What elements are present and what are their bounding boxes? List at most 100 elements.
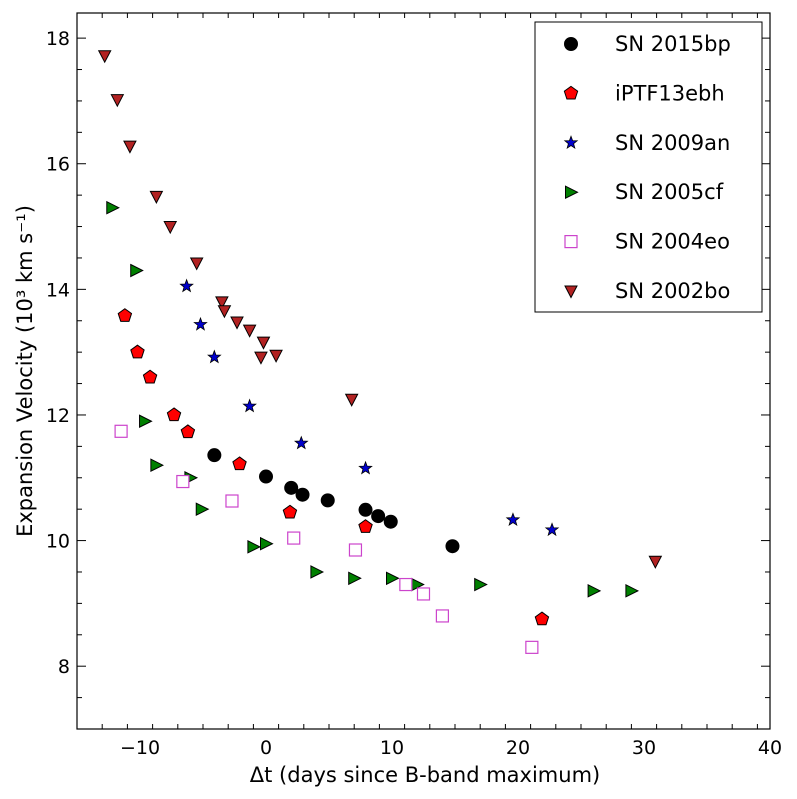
data-point	[416, 587, 431, 601]
legend-marker	[565, 185, 579, 200]
data-point	[295, 487, 310, 502]
data-point	[534, 611, 550, 626]
legend-item: iPTF13ebh	[563, 81, 725, 105]
plot-frame	[76, 12, 771, 730]
data-point	[117, 308, 133, 322]
data-point	[166, 407, 182, 422]
series-iptf13ebh	[117, 308, 550, 626]
x-tick-label: 20	[506, 737, 530, 759]
legend-marker	[564, 285, 578, 299]
legend-label: SN 2002bo	[615, 279, 730, 303]
legend-label: iPTF13ebh	[615, 81, 725, 105]
data-point	[348, 571, 362, 586]
data-point	[193, 316, 208, 331]
data-point	[293, 435, 309, 450]
y-tick-label: 14	[46, 279, 70, 301]
data-point	[625, 584, 640, 598]
legend-label: SN 2015bp	[615, 32, 731, 56]
data-point	[110, 94, 125, 108]
data-point	[207, 448, 222, 463]
data-point	[180, 424, 196, 439]
data-point	[348, 543, 363, 557]
x-tick-label: 10	[380, 737, 404, 759]
data-point	[139, 414, 153, 429]
data-point	[230, 316, 244, 330]
legend-box	[534, 21, 763, 313]
data-point	[247, 540, 262, 554]
series-sn-2015bp	[207, 448, 460, 554]
data-point	[344, 393, 359, 407]
x-tick-label: 0	[260, 737, 272, 759]
data-point	[386, 571, 400, 586]
data-point	[232, 456, 247, 471]
legend-label: SN 2004eo	[615, 230, 730, 254]
legend-marker	[564, 37, 578, 51]
data-point	[310, 565, 325, 579]
y-axis-title-text: Expansion Velocity (10³ km s⁻¹)	[13, 205, 37, 537]
data-point	[260, 536, 274, 551]
x-tick-label: 40	[758, 737, 782, 759]
y-tick-label: 12	[46, 405, 70, 427]
data-point	[189, 257, 204, 271]
data-point	[256, 336, 271, 350]
x-tick-label: 30	[632, 737, 656, 759]
data-point	[505, 512, 521, 527]
data-point	[123, 140, 137, 154]
data-point	[242, 398, 257, 413]
legend-item: SN 2005cf	[565, 180, 724, 204]
data-point	[207, 349, 222, 364]
data-point	[371, 509, 386, 524]
data-point	[195, 502, 210, 516]
data-point	[242, 324, 257, 338]
data-point	[179, 278, 194, 293]
y-tick-label: 16	[46, 154, 70, 176]
data-point	[544, 522, 560, 537]
data-point	[287, 531, 301, 545]
legend-label: SN 2009an	[615, 131, 730, 155]
data-point	[587, 584, 602, 598]
legend-item: SN 2009an	[563, 131, 730, 155]
data-point	[149, 190, 164, 204]
series-sn-2002bo	[97, 50, 663, 569]
data-point	[142, 369, 158, 384]
data-point	[163, 221, 178, 235]
data-point	[217, 305, 232, 319]
data-point	[130, 263, 144, 278]
x-axis-title: Δt (days since B-band maximum)	[250, 763, 600, 787]
data-point	[106, 200, 120, 215]
data-point	[358, 460, 373, 475]
data-point	[269, 349, 283, 363]
legend-item: SN 2015bp	[564, 32, 731, 56]
data-point	[445, 539, 460, 554]
data-point	[399, 577, 413, 592]
legend: SN 2015bp iPTF13ebh SN 2009an SN 2005cf SN 2…	[534, 21, 763, 313]
data-point	[358, 502, 373, 517]
data-point	[150, 458, 164, 473]
legend-marker	[564, 235, 578, 249]
x-tick-label: −10	[120, 737, 160, 759]
data-point	[284, 480, 299, 495]
data-point	[320, 493, 335, 508]
data-point	[435, 609, 449, 623]
data-point	[225, 494, 239, 508]
y-axis-title: Expansion Velocity (10³ km s⁻¹)	[13, 205, 37, 537]
series-sn-2004eo	[114, 424, 539, 654]
data-point	[97, 50, 112, 64]
legend-marker	[563, 85, 579, 100]
legend-marker	[563, 135, 579, 149]
data-point	[130, 344, 145, 359]
legend-item: SN 2004eo	[564, 230, 730, 254]
plot-area: −10 0 10 20 30 40 8 10 12 14 16 18	[46, 12, 782, 759]
data-point	[215, 296, 229, 310]
data-point	[525, 640, 539, 654]
y-tick-label: 10	[46, 531, 70, 553]
data-point	[474, 577, 488, 592]
legend-label: SN 2005cf	[615, 180, 724, 204]
data-point	[358, 519, 373, 533]
data-point	[114, 424, 128, 438]
y-tick-label: 8	[58, 656, 70, 678]
data-point	[648, 555, 663, 569]
legend-item: SN 2002bo	[564, 279, 730, 303]
data-point	[282, 504, 298, 519]
